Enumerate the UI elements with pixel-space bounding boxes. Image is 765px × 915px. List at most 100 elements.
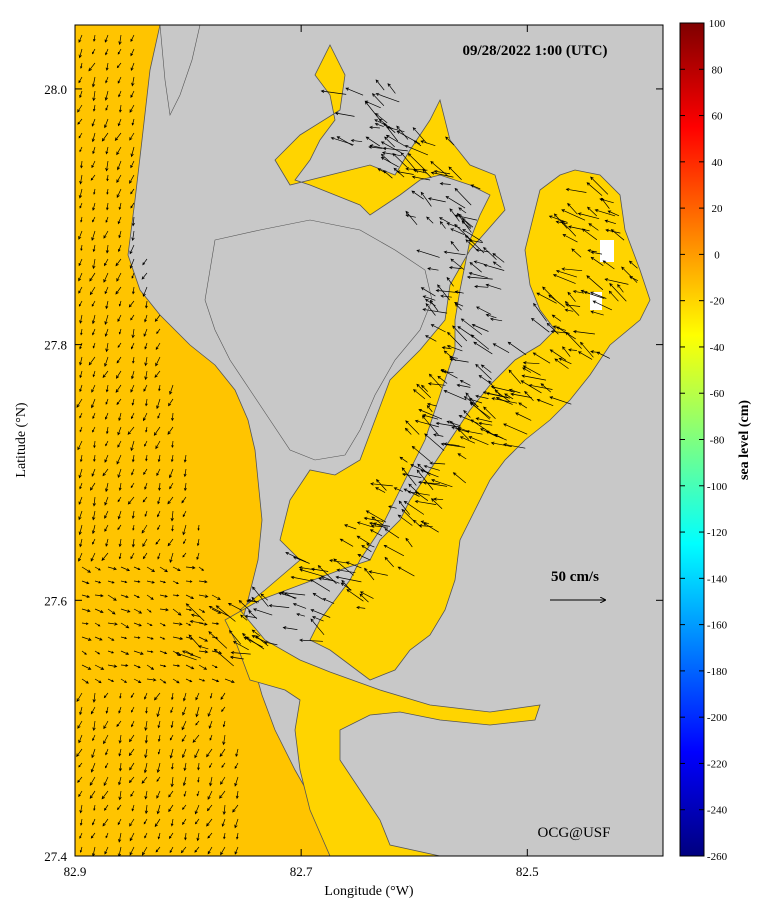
- current-vector: [133, 622, 142, 627]
- current-vector: [425, 302, 436, 316]
- current-vector: [404, 427, 412, 435]
- current-vector: [365, 543, 375, 548]
- current-vector: [131, 118, 135, 126]
- current-vector: [105, 440, 109, 447]
- current-vector: [183, 468, 187, 478]
- current-vector: [446, 222, 461, 229]
- current-vector: [196, 538, 200, 547]
- current-vector: [298, 566, 315, 571]
- current-vector: [103, 776, 109, 787]
- current-vector: [329, 559, 350, 564]
- current-vector: [548, 215, 568, 223]
- current-vector: [375, 479, 387, 491]
- current-vector: [79, 482, 83, 490]
- current-vector: [458, 213, 472, 228]
- current-vector: [91, 132, 96, 143]
- current-vector: [118, 300, 122, 307]
- current-vector: [361, 544, 372, 553]
- current-vector: [130, 482, 135, 489]
- current-vector: [439, 220, 446, 229]
- current-vector: [142, 412, 148, 422]
- current-vector: [169, 482, 174, 490]
- longitude-axis: 82.9 82.7 82.5: [64, 25, 539, 879]
- current-vector: [80, 216, 83, 223]
- current-vector: [143, 328, 148, 337]
- current-vector: [522, 361, 540, 365]
- current-vector: [198, 622, 208, 626]
- current-vector: [181, 496, 187, 504]
- current-vector: [471, 323, 489, 332]
- current-vector: [282, 626, 298, 630]
- current-vector: [365, 510, 387, 523]
- current-vector: [420, 191, 432, 207]
- current-vector: [105, 146, 109, 155]
- current-vector: [380, 153, 392, 164]
- current-vector: [452, 472, 467, 484]
- current-vector: [448, 265, 462, 270]
- current-vector: [491, 397, 518, 404]
- current-vector: [120, 594, 129, 599]
- current-vector: [156, 762, 161, 774]
- current-vector: [107, 622, 118, 626]
- current-vector: [133, 608, 143, 614]
- current-vector: [418, 480, 440, 485]
- current-vector: [94, 664, 105, 670]
- current-vector: [94, 594, 104, 598]
- current-vector: [171, 440, 174, 448]
- colorbar-tick-label: 40: [712, 157, 724, 169]
- current-vector: [536, 292, 557, 304]
- current-vector: [403, 488, 420, 497]
- current-vector: [172, 566, 181, 572]
- current-vector: [105, 76, 109, 84]
- timestamp: 09/28/2022 1:00 (UTC): [463, 43, 608, 59]
- current-vector: [437, 375, 448, 384]
- colorbar-tick-label: -160: [707, 620, 728, 632]
- current-vector: [185, 594, 195, 600]
- current-vector: [92, 734, 96, 742]
- current-vector: [129, 762, 135, 771]
- current-vector: [168, 790, 174, 798]
- current-vector: [356, 535, 370, 544]
- current-vector: [278, 592, 297, 599]
- current-vector: [422, 481, 448, 487]
- current-vector: [156, 468, 161, 477]
- current-vector: [115, 384, 122, 393]
- current-vector: [244, 614, 257, 619]
- current-vector: [580, 289, 590, 294]
- current-vector: [418, 524, 433, 528]
- current-vector: [144, 300, 148, 309]
- current-vector: [146, 636, 154, 640]
- current-vector: [91, 314, 96, 325]
- current-vector: [120, 622, 130, 629]
- current-vector: [80, 328, 83, 336]
- current-vector: [540, 383, 552, 393]
- colorbar-tick-label: -260: [707, 851, 728, 863]
- current-vector: [103, 734, 109, 745]
- current-vector: [159, 622, 166, 627]
- current-vector: [116, 62, 122, 69]
- current-vector: [141, 524, 148, 534]
- current-vector: [159, 580, 167, 584]
- current-vector: [489, 317, 503, 322]
- current-vector: [350, 138, 363, 143]
- current-vector: [107, 580, 115, 584]
- current-vector: [79, 370, 83, 379]
- current-vector: [359, 591, 374, 599]
- current-vector: [429, 461, 446, 465]
- current-vector: [590, 176, 609, 195]
- current-vector: [590, 310, 604, 316]
- current-vector: [198, 650, 209, 654]
- current-vector: [144, 720, 148, 731]
- current-vector: [94, 650, 101, 655]
- x-tick-label: 82.7: [290, 864, 313, 879]
- current-vector: [159, 566, 168, 573]
- current-vector: [119, 692, 122, 699]
- colorbar-tick-label: 100: [709, 18, 726, 30]
- current-vector: [116, 356, 122, 364]
- current-vector: [181, 650, 202, 659]
- current-vector: [196, 832, 200, 842]
- colorbar-tick-label: 80: [712, 64, 724, 76]
- colorbar-tick-label: -100: [707, 481, 728, 493]
- current-vector: [474, 284, 489, 289]
- current-vector: [129, 846, 135, 856]
